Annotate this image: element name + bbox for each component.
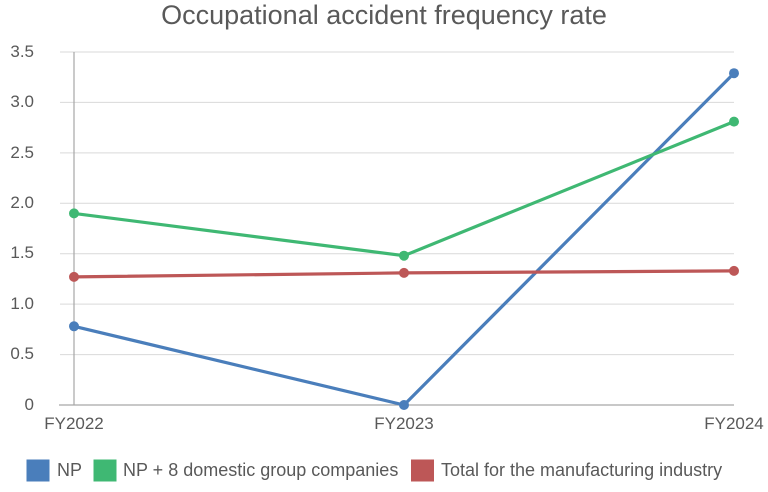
svg-text:FY2023: FY2023 [374,414,434,433]
svg-text:FY2024: FY2024 [704,414,764,433]
svg-text:0.5: 0.5 [10,344,34,363]
svg-text:3.5: 3.5 [10,42,34,61]
svg-text:NP + 8 domestic group companie: NP + 8 domestic group companies [123,460,398,480]
svg-text:1.5: 1.5 [10,243,34,262]
svg-text:2.5: 2.5 [10,143,34,162]
svg-text:2.0: 2.0 [10,193,34,212]
svg-text:1.0: 1.0 [10,294,34,313]
svg-text:NP: NP [57,460,82,480]
svg-text:3.0: 3.0 [10,92,34,111]
svg-text:0: 0 [25,395,34,414]
svg-text:FY2022: FY2022 [44,414,104,433]
svg-text:Total for the manufacturing in: Total for the manufacturing industry [441,460,722,480]
